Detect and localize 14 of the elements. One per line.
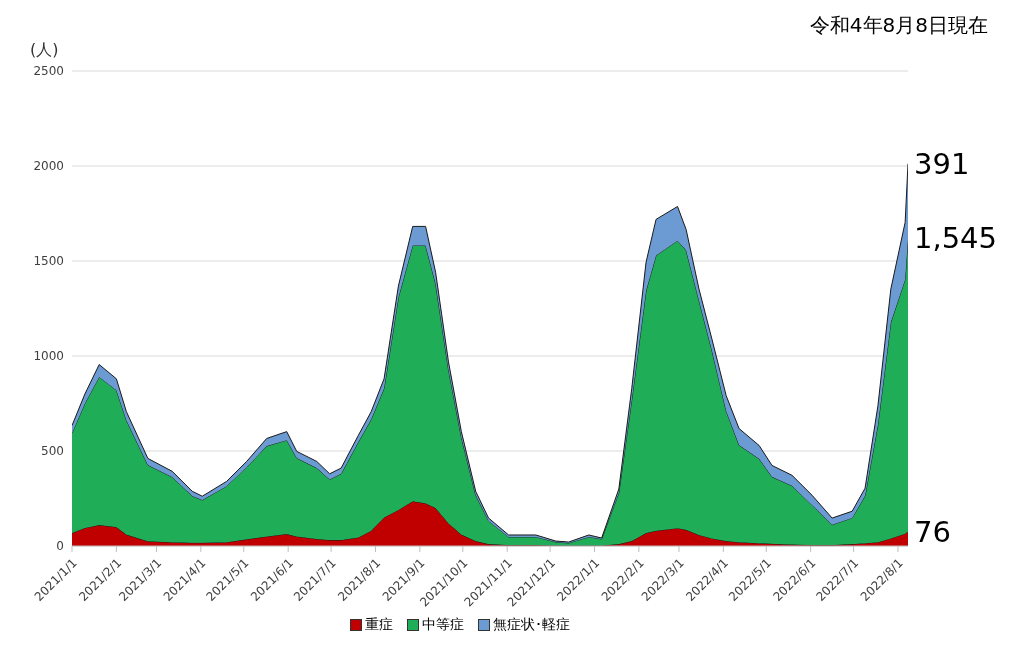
text: 令和4年8月8日現在 (809, 12, 988, 39)
data-label: 1,545 (914, 221, 998, 256)
y-tick-label: 0 (56, 539, 64, 554)
y-tick-label: 2000 (33, 159, 64, 174)
legend-label: 中等症 (422, 616, 464, 634)
y-axis-title: (人) (30, 40, 59, 61)
y-tick-label: 1000 (33, 349, 64, 364)
data-label: 76 (914, 514, 951, 549)
legend-label: 重症 (365, 616, 393, 634)
y-tick-label: 2500 (33, 64, 64, 79)
data-label: 391 (914, 147, 970, 182)
y-tick-label: 500 (41, 444, 64, 459)
legend-label: 無症状･軽症 (493, 616, 570, 634)
y-tick-label: 1500 (33, 254, 64, 269)
